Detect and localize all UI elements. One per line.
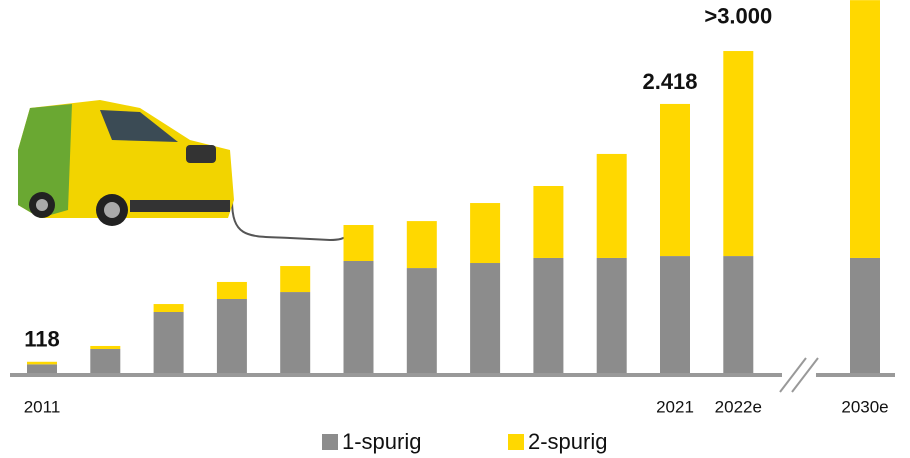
bar-segment	[216, 281, 247, 299]
bar-segment	[406, 268, 437, 375]
axis-break	[782, 365, 816, 385]
legend-swatch	[322, 434, 338, 450]
bar-segment	[723, 256, 754, 375]
legend: 1-spurig 2-spurig	[322, 429, 607, 454]
bar-segment	[280, 266, 311, 293]
legend-label: 1-spurig	[342, 429, 421, 454]
bar-segment	[280, 292, 311, 375]
bar-segment	[216, 298, 247, 375]
bar-segment	[343, 260, 374, 375]
x-tick-label: 2021	[656, 397, 694, 416]
bar-segment	[343, 225, 374, 261]
bar-segment	[27, 361, 57, 365]
bar-segment	[850, 0, 880, 258]
legend-label: 2-spurig	[528, 429, 607, 454]
bar-segment	[470, 203, 501, 264]
bar-segment	[153, 304, 184, 312]
bar-segment	[533, 185, 564, 258]
bar-segment	[90, 345, 121, 349]
total-label: 2.418	[642, 69, 697, 94]
bar-segment	[27, 364, 57, 375]
legend-swatch	[508, 434, 524, 450]
x-tick-label: 2022e	[715, 397, 762, 416]
x-tick-label: 2030e	[841, 397, 888, 416]
bar-segment	[850, 257, 880, 375]
bar-segment	[723, 51, 754, 257]
bar-segment	[533, 257, 564, 375]
bar-segment	[596, 153, 627, 258]
van-illustration	[18, 100, 349, 242]
total-label: 118	[24, 327, 60, 352]
bar-segment	[406, 221, 437, 269]
bar-segment	[660, 103, 690, 257]
x-tick-label: 2011	[24, 397, 61, 416]
axis-break	[791, 357, 819, 393]
bar-segment	[660, 256, 690, 375]
bar-segment	[596, 257, 627, 375]
bar-segment	[153, 311, 184, 375]
total-label: >3.000	[704, 4, 772, 29]
axis-break	[779, 357, 807, 393]
bar-segment	[90, 348, 121, 375]
bar-segment	[470, 263, 501, 375]
